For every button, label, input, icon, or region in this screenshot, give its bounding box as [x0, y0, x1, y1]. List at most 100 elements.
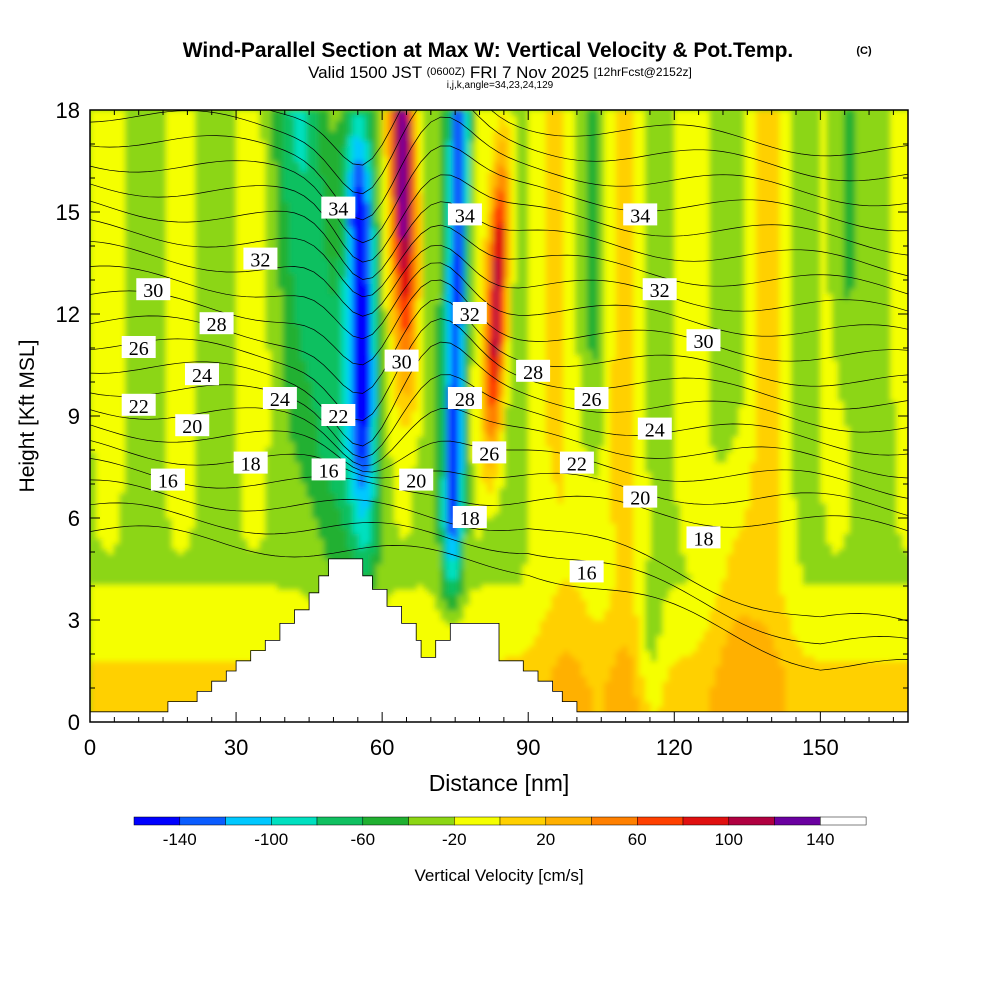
velocity-cell — [142, 319, 150, 325]
velocity-cell — [230, 630, 237, 636]
velocity-cell — [206, 553, 214, 560]
velocity-cell — [312, 405, 319, 412]
velocity-cell — [95, 563, 103, 570]
velocity-cell — [101, 130, 109, 137]
velocity-cell — [317, 569, 325, 575]
velocity-cell — [247, 339, 255, 346]
velocity-cell — [90, 227, 97, 233]
velocity-cell — [183, 614, 190, 621]
velocity-cell — [160, 201, 167, 208]
velocity-cell — [177, 400, 185, 407]
velocity-cell — [230, 625, 237, 631]
velocity-cell — [165, 451, 173, 458]
velocity-cell — [154, 176, 161, 182]
velocity-cell — [154, 594, 161, 601]
velocity-cell — [212, 191, 220, 198]
velocity-cell — [90, 431, 97, 437]
velocity-cell — [236, 349, 243, 356]
velocity-cell — [253, 303, 261, 310]
velocity-cell — [113, 441, 120, 448]
velocity-cell — [323, 492, 331, 499]
velocity-cell — [136, 206, 144, 213]
velocity-cell — [218, 334, 225, 341]
velocity-cell — [119, 227, 126, 233]
velocity-cell — [259, 268, 266, 274]
velocity-cell — [160, 405, 167, 412]
velocity-cell — [171, 451, 179, 458]
velocity-cell — [294, 339, 301, 346]
velocity-cell — [253, 308, 261, 315]
velocity-cell — [107, 405, 114, 412]
velocity-cell — [236, 171, 243, 177]
velocity-cell — [107, 477, 114, 483]
velocity-cell — [195, 110, 202, 116]
velocity-cell — [317, 161, 325, 167]
velocity-cell — [177, 166, 185, 172]
velocity-cell — [218, 574, 225, 580]
velocity-cell — [119, 130, 126, 137]
velocity-cell — [177, 696, 185, 703]
velocity-cell — [312, 380, 319, 386]
velocity-cell — [247, 502, 255, 509]
velocity-cell — [136, 630, 144, 636]
velocity-cell — [183, 523, 190, 529]
velocity-cell — [224, 492, 231, 499]
velocity-cell — [107, 671, 114, 677]
velocity-cell — [230, 563, 237, 570]
velocity-cell — [130, 487, 138, 494]
velocity-cell — [183, 696, 190, 703]
velocity-cell — [201, 308, 208, 315]
velocity-cell — [189, 329, 196, 335]
velocity-cell — [230, 176, 237, 182]
velocity-cell — [206, 135, 214, 142]
velocity-cell — [130, 518, 138, 524]
velocity-cell — [236, 609, 243, 616]
velocity-cell — [282, 237, 290, 244]
velocity-cell — [95, 329, 103, 335]
velocity-cell — [95, 110, 103, 116]
velocity-cell — [317, 319, 325, 325]
velocity-cell — [171, 354, 179, 361]
velocity-cell — [212, 543, 220, 550]
velocity-cell — [201, 579, 208, 585]
velocity-cell — [317, 166, 325, 172]
velocity-cell — [183, 181, 190, 188]
velocity-cell — [90, 212, 97, 218]
velocity-cell — [212, 635, 220, 641]
velocity-cell — [201, 569, 208, 575]
velocity-cell — [218, 161, 225, 167]
velocity-cell — [306, 584, 313, 590]
velocity-cell — [113, 237, 120, 244]
velocity-cell — [125, 247, 132, 254]
velocity-cell — [113, 252, 120, 259]
velocity-cell — [294, 385, 301, 392]
velocity-cell — [306, 359, 313, 366]
velocity-cell — [294, 421, 301, 427]
velocity-cell — [189, 359, 196, 366]
velocity-cell — [300, 344, 307, 351]
velocity-cell — [101, 416, 109, 422]
velocity-cell — [171, 640, 179, 647]
velocity-cell — [224, 217, 231, 223]
velocity-cell — [288, 380, 296, 386]
velocity-cell — [95, 635, 103, 641]
velocity-cell — [294, 110, 301, 116]
velocity-cell — [90, 181, 97, 188]
velocity-cell — [195, 344, 202, 351]
velocity-cell — [218, 135, 225, 142]
velocity-cell — [300, 212, 307, 218]
velocity-cell — [101, 380, 109, 386]
velocity-cell — [177, 691, 185, 698]
velocity-cell — [165, 247, 173, 254]
velocity-cell — [113, 645, 120, 652]
velocity-cell — [125, 660, 132, 667]
velocity-cell — [218, 579, 225, 585]
velocity-cell — [300, 446, 307, 453]
velocity-cell — [177, 630, 185, 636]
velocity-cell — [247, 584, 255, 590]
velocity-cell — [113, 390, 120, 397]
velocity-cell — [294, 150, 301, 157]
velocity-cell — [130, 645, 138, 652]
velocity-cell — [177, 314, 185, 320]
velocity-cell — [189, 467, 196, 473]
